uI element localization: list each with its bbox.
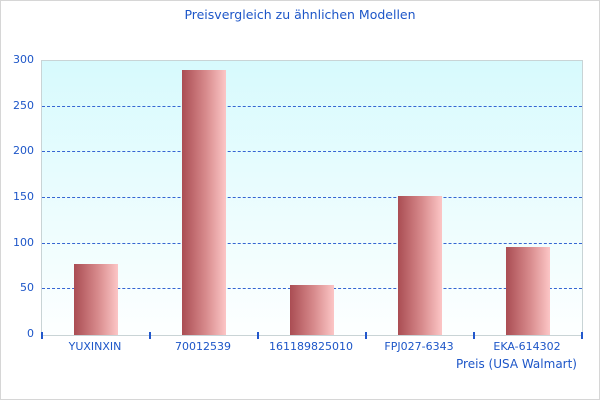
- bar-161189825010: [290, 284, 334, 335]
- gridline-200: [42, 151, 582, 153]
- bar-YUXINXIN: [74, 263, 118, 335]
- bar-FPJ027-6343: [398, 196, 442, 335]
- x-tick-mark: [473, 332, 475, 339]
- chart-title: Preisvergleich zu ähnlichen Modellen: [184, 7, 416, 22]
- x-tick-label-FPJ027-6343: FPJ027-6343: [384, 340, 454, 353]
- y-tick-label-100: 100: [13, 235, 34, 249]
- y-tick-label-200: 200: [13, 144, 34, 158]
- x-tick-mark: [365, 332, 367, 339]
- gridline-150: [42, 197, 582, 198]
- y-tick-label-0: 0: [27, 327, 34, 340]
- x-tick-mark: [257, 332, 259, 339]
- plot-area: [41, 60, 583, 339]
- x-tick-mark: [149, 332, 151, 339]
- bar-EKA-614302: [506, 247, 550, 335]
- x-axis-title: Preis (USA Walmart): [456, 357, 577, 371]
- x-tick-label-70012539: 70012539: [175, 340, 231, 353]
- bar-70012539: [182, 70, 226, 335]
- x-tick-mark: [581, 332, 583, 339]
- x-tick-mark: [41, 332, 43, 339]
- x-tick-label-161189825010: 161189825010: [269, 340, 353, 353]
- gridline-250: [42, 105, 582, 107]
- gridline-100: [42, 242, 582, 244]
- x-tick-label-EKA-614302: EKA-614302: [493, 340, 561, 353]
- y-tick-label-250: 250: [13, 98, 34, 112]
- y-tick-label-300: 300: [13, 53, 34, 66]
- y-tick-label-50: 50: [20, 281, 34, 295]
- y-tick-label-150: 150: [13, 190, 34, 203]
- x-tick-label-YUXINXIN: YUXINXIN: [68, 340, 122, 353]
